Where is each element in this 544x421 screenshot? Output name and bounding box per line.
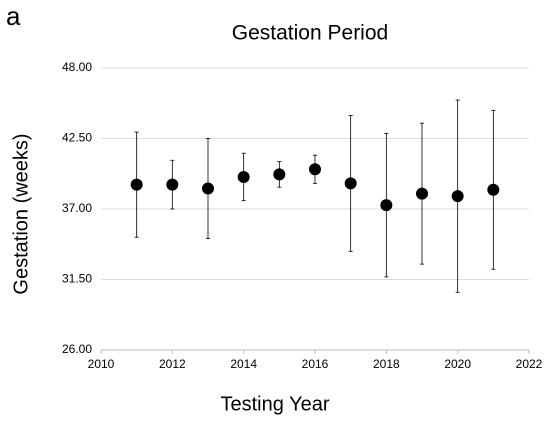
y-tick-label: 42.50	[62, 131, 92, 145]
point	[166, 178, 179, 191]
x-tick-label: 2012	[159, 357, 186, 371]
point	[344, 177, 357, 190]
y-tick-label: 26.00	[62, 342, 92, 356]
x-tick-label: 2010	[88, 357, 115, 371]
point	[237, 170, 250, 183]
point	[416, 187, 428, 200]
point	[309, 163, 321, 176]
panel-label: a	[6, 1, 21, 31]
y-tick-label: 48.00	[62, 60, 92, 74]
point	[273, 168, 286, 181]
point	[451, 190, 464, 203]
point	[380, 199, 393, 212]
x-tick-label: 2016	[302, 357, 329, 371]
y-tick-label: 37.00	[62, 201, 92, 215]
point	[202, 182, 214, 195]
x-tick-label: 2020	[444, 357, 471, 371]
point	[487, 183, 500, 196]
y-tick-label: 31.50	[62, 272, 92, 286]
chart-title: Gestation Period	[232, 22, 388, 45]
x-tick-label: 2014	[230, 357, 257, 371]
x-tick-label: 2022	[516, 357, 543, 371]
x-axis-label: Testing Year	[221, 393, 330, 415]
x-tick-label: 2018	[373, 357, 400, 371]
y-axis-label: Gestation (weeks)	[10, 133, 32, 294]
point	[130, 178, 143, 191]
